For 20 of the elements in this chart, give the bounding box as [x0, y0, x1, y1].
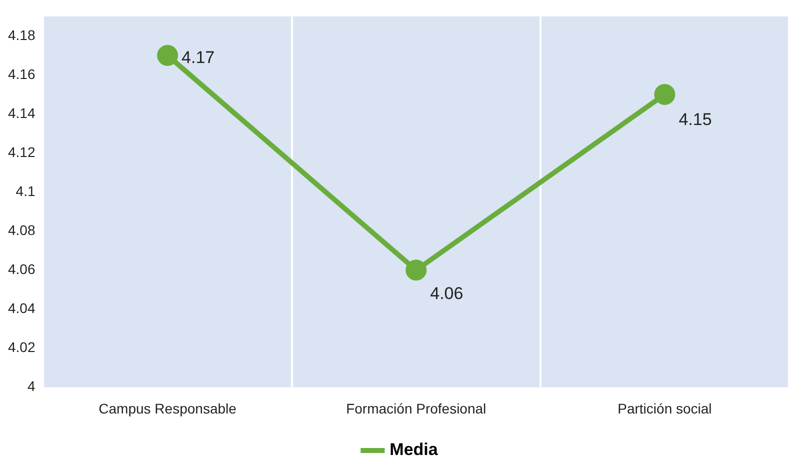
y-tick-label: 4.04: [8, 300, 36, 316]
y-tick-label: 4: [27, 378, 36, 394]
x-tick-label: Campus Responsable: [98, 400, 237, 416]
legend-label: Media: [390, 440, 438, 460]
y-tick-label: 4.14: [8, 104, 36, 121]
y-tick-label: 4.12: [8, 144, 36, 160]
data-label: 4.17: [182, 48, 215, 68]
y-tick-label: 4.16: [8, 66, 36, 82]
x-tick-label: Partición social: [618, 400, 712, 416]
point: [406, 260, 427, 281]
y-tick-label: 4.18: [8, 26, 36, 43]
y-tick-label: 4.02: [8, 339, 36, 356]
point: [157, 44, 178, 66]
y-tick-label: 4.06: [8, 260, 36, 277]
x-tick-label: Formación Profesional: [346, 400, 486, 416]
y-tick-label: 4.08: [8, 222, 36, 238]
data-label: 4.15: [678, 110, 712, 130]
point: [654, 84, 676, 105]
y-tick-label: 4.1: [16, 182, 36, 199]
data-label: 4.06: [430, 284, 464, 303]
